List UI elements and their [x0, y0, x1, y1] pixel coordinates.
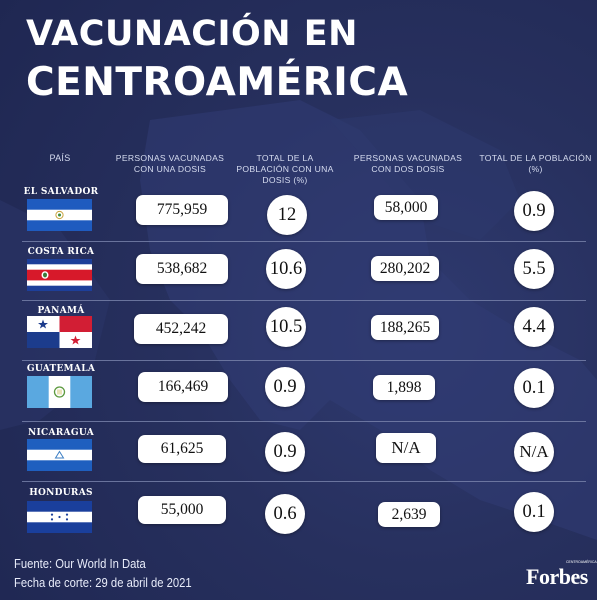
panama-flag-icon — [27, 316, 92, 348]
two-dose-pct-value: 0.1 — [514, 492, 554, 532]
table-row: COSTA RICA 538,682 10.6 280,202 5.5 — [0, 243, 597, 303]
header-country: PAÍS — [49, 153, 71, 163]
one-dose-pct-value: 0.9 — [265, 432, 305, 472]
title-line-1: VACUNACIÓN EN — [26, 14, 358, 54]
two-dose-value: N/A — [376, 433, 436, 463]
cutoff-date-note: Fecha de corte: 29 de abril de 2021 — [14, 576, 192, 590]
guatemala-flag-icon — [27, 376, 92, 408]
two-dose-pct-value: 0.9 — [514, 191, 554, 231]
header-two-dose: PERSONAS VACUNADAS CON DOS DOSIS — [353, 153, 463, 174]
row-separator — [22, 300, 586, 301]
source-note: Fuente: Our World In Data — [14, 557, 146, 571]
two-dose-pct-value: 4.4 — [514, 307, 554, 347]
header-two-dose-pct: TOTAL DE LA POBLACIÓN (%) — [479, 153, 592, 174]
row-separator — [22, 421, 586, 422]
two-dose-pct-value: N/A — [514, 432, 554, 472]
one-dose-value: 166,469 — [138, 372, 228, 402]
two-dose-pct-value: 0.1 — [514, 368, 554, 408]
one-dose-pct-value: 10.6 — [266, 249, 306, 289]
table-row: NICARAGUA 61,625 0.9 N/A N/A — [0, 423, 597, 483]
one-dose-value: 55,000 — [138, 496, 226, 524]
header-one-dose-pct: TOTAL DE LA POBLACIÓN CON UNA DOSIS (%) — [236, 153, 334, 185]
country-name: GUATEMALA — [26, 364, 96, 374]
two-dose-value: 58,000 — [374, 195, 438, 220]
header-one-dose: PERSONAS VACUNADAS CON UNA DOSIS — [115, 153, 225, 174]
one-dose-pct-value: 0.9 — [265, 367, 305, 407]
table-row: GUATEMALA 166,469 0.9 1,898 0.1 — [0, 362, 597, 422]
forbes-logo: Forbes — [526, 564, 588, 589]
one-dose-pct-value: 0.6 — [265, 494, 305, 534]
one-dose-value: 538,682 — [136, 254, 228, 284]
one-dose-value: 452,242 — [134, 314, 228, 344]
el-salvador-flag-icon — [27, 199, 92, 231]
one-dose-value: 61,625 — [138, 435, 226, 463]
table-row: EL SALVADOR 775,959 12 58,000 0.9 — [0, 183, 597, 243]
two-dose-value: 188,265 — [371, 315, 439, 340]
two-dose-pct-value: 5.5 — [514, 249, 554, 289]
costa-rica-flag-icon — [27, 259, 92, 291]
title-line-2: CENTROAMÉRICA — [26, 60, 409, 105]
table-row: HONDURAS 55,000 0.6 2,639 0.1 — [0, 483, 597, 543]
country-name: NICARAGUA — [28, 428, 94, 438]
nicaragua-flag-icon — [27, 439, 92, 471]
row-separator — [22, 481, 586, 482]
one-dose-pct-value: 10.5 — [266, 307, 306, 347]
two-dose-value: 280,202 — [371, 256, 439, 281]
honduras-flag-icon — [27, 501, 92, 533]
one-dose-value: 775,959 — [136, 195, 228, 225]
country-name: PANAMÁ — [37, 306, 85, 316]
two-dose-value: 1,898 — [373, 375, 435, 400]
country-name: HONDURAS — [29, 488, 93, 498]
country-name: COSTA RICA — [27, 247, 95, 257]
row-separator — [22, 241, 586, 242]
table-row: PANAMÁ 452,242 10.5 188,265 4.4 — [0, 302, 597, 362]
two-dose-value: 2,639 — [378, 502, 440, 527]
row-separator — [22, 360, 586, 361]
country-name: EL SALVADOR — [23, 187, 99, 197]
brand-subtitle: CENTROAMÉRICA — [566, 560, 597, 564]
one-dose-pct-value: 12 — [267, 195, 307, 235]
